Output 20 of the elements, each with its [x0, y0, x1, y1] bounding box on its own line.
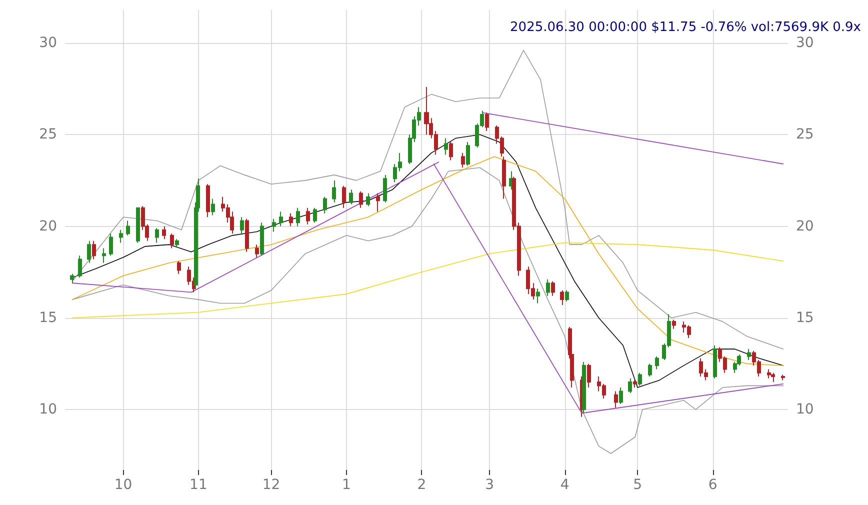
x-tick-label: 10 — [114, 477, 132, 493]
x-tick-label: 3 — [485, 477, 494, 493]
y2-tick-label: 20 — [796, 218, 814, 234]
y-tick-label: 10 — [39, 402, 57, 418]
y2-tick-label: 25 — [796, 126, 814, 143]
y-tick-label: 25 — [39, 126, 57, 143]
x-tick-label: 11 — [190, 477, 208, 493]
x-tick-label: 1 — [342, 477, 351, 493]
y-tick-label: 15 — [39, 310, 57, 326]
y-tick-label: 20 — [39, 218, 57, 234]
y2-tick-label: 30 — [796, 34, 814, 51]
x-tick-label: 5 — [633, 477, 642, 493]
x-tick-label: 12 — [262, 477, 280, 493]
x-tick-label: 6 — [708, 477, 718, 493]
text: 2025.06.30 00:00:00 $11.75 -0.76% vol:7569.9K 0.9x — [510, 20, 862, 35]
x-tick-label: 2 — [417, 477, 426, 493]
y-tick-label: 30 — [39, 34, 57, 51]
x-tick-label: 4 — [560, 477, 570, 493]
y2-tick-label: 15 — [796, 310, 814, 326]
y2-tick-label: 10 — [796, 402, 814, 418]
